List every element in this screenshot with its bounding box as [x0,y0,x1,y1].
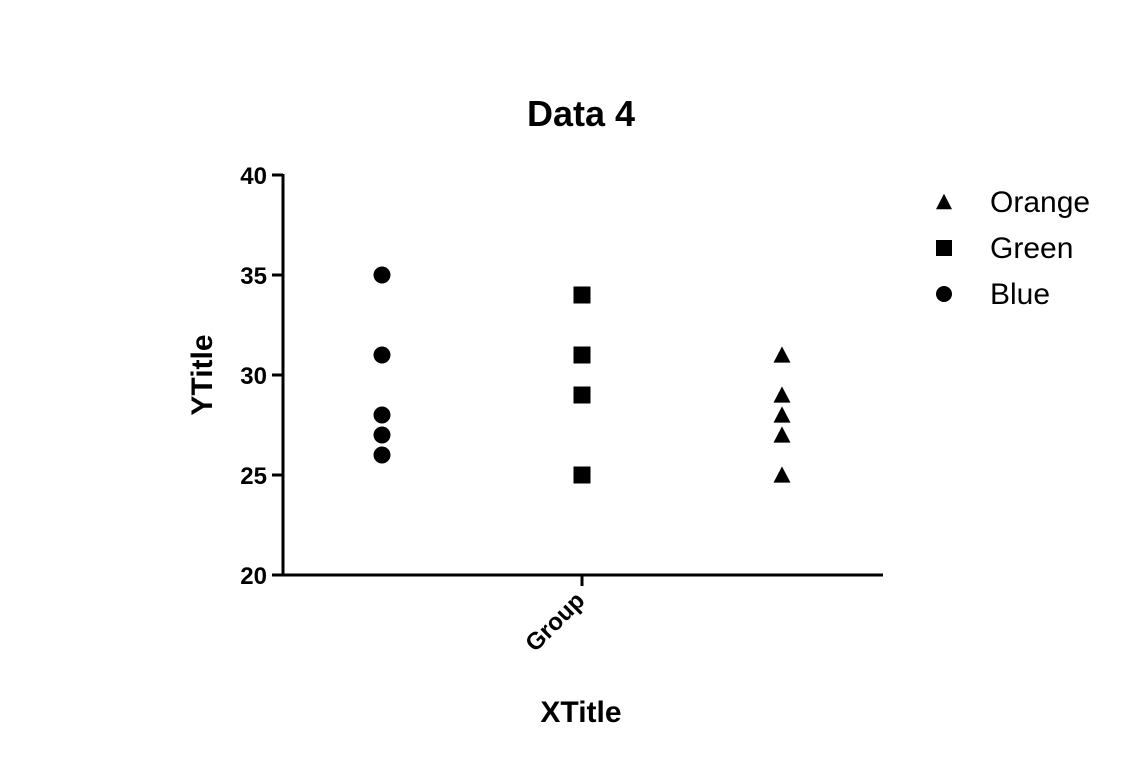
legend-label: Orange [990,186,1090,219]
legend-label: Green [990,232,1073,265]
y-ticks: 20 25 30 35 40 [240,163,283,590]
legend-item-blue: Blue [936,278,1050,311]
legend-item-orange: Orange [936,186,1090,219]
legend-item-green: Green [936,232,1073,265]
series-green [573,286,591,484]
data-point [373,426,391,444]
data-point [573,346,591,364]
data-point [573,286,591,304]
data-point [773,346,791,363]
data-point [373,406,391,424]
data-point [373,346,391,364]
y-tick-label: 20 [240,563,267,590]
legend-label: Blue [990,278,1050,311]
y-axis-title: YTitle [186,334,219,415]
data-point [773,386,791,403]
legend-marker [936,240,952,256]
data-point [373,446,391,464]
y-tick-label: 30 [240,363,267,390]
data-point [373,266,391,284]
y-tick-label: 25 [240,463,267,490]
series-blue [373,266,391,464]
x-tick-label: Group [520,587,590,657]
x-ticks: Group [520,575,590,657]
data-point [773,406,791,423]
x-axis-title: XTitle [540,696,621,729]
legend-marker [936,286,952,302]
chart-title: Data 4 [527,93,635,134]
legend-marker [936,193,952,210]
y-tick-label: 40 [240,163,267,190]
y-tick-label: 35 [240,263,267,290]
data-points [373,266,791,484]
data-point [773,466,791,483]
data-point [773,426,791,443]
series-orange [773,346,791,483]
data-point [573,386,591,404]
legend: Orange Green Blue [936,186,1090,311]
axes [281,174,883,577]
data-point [573,466,591,484]
